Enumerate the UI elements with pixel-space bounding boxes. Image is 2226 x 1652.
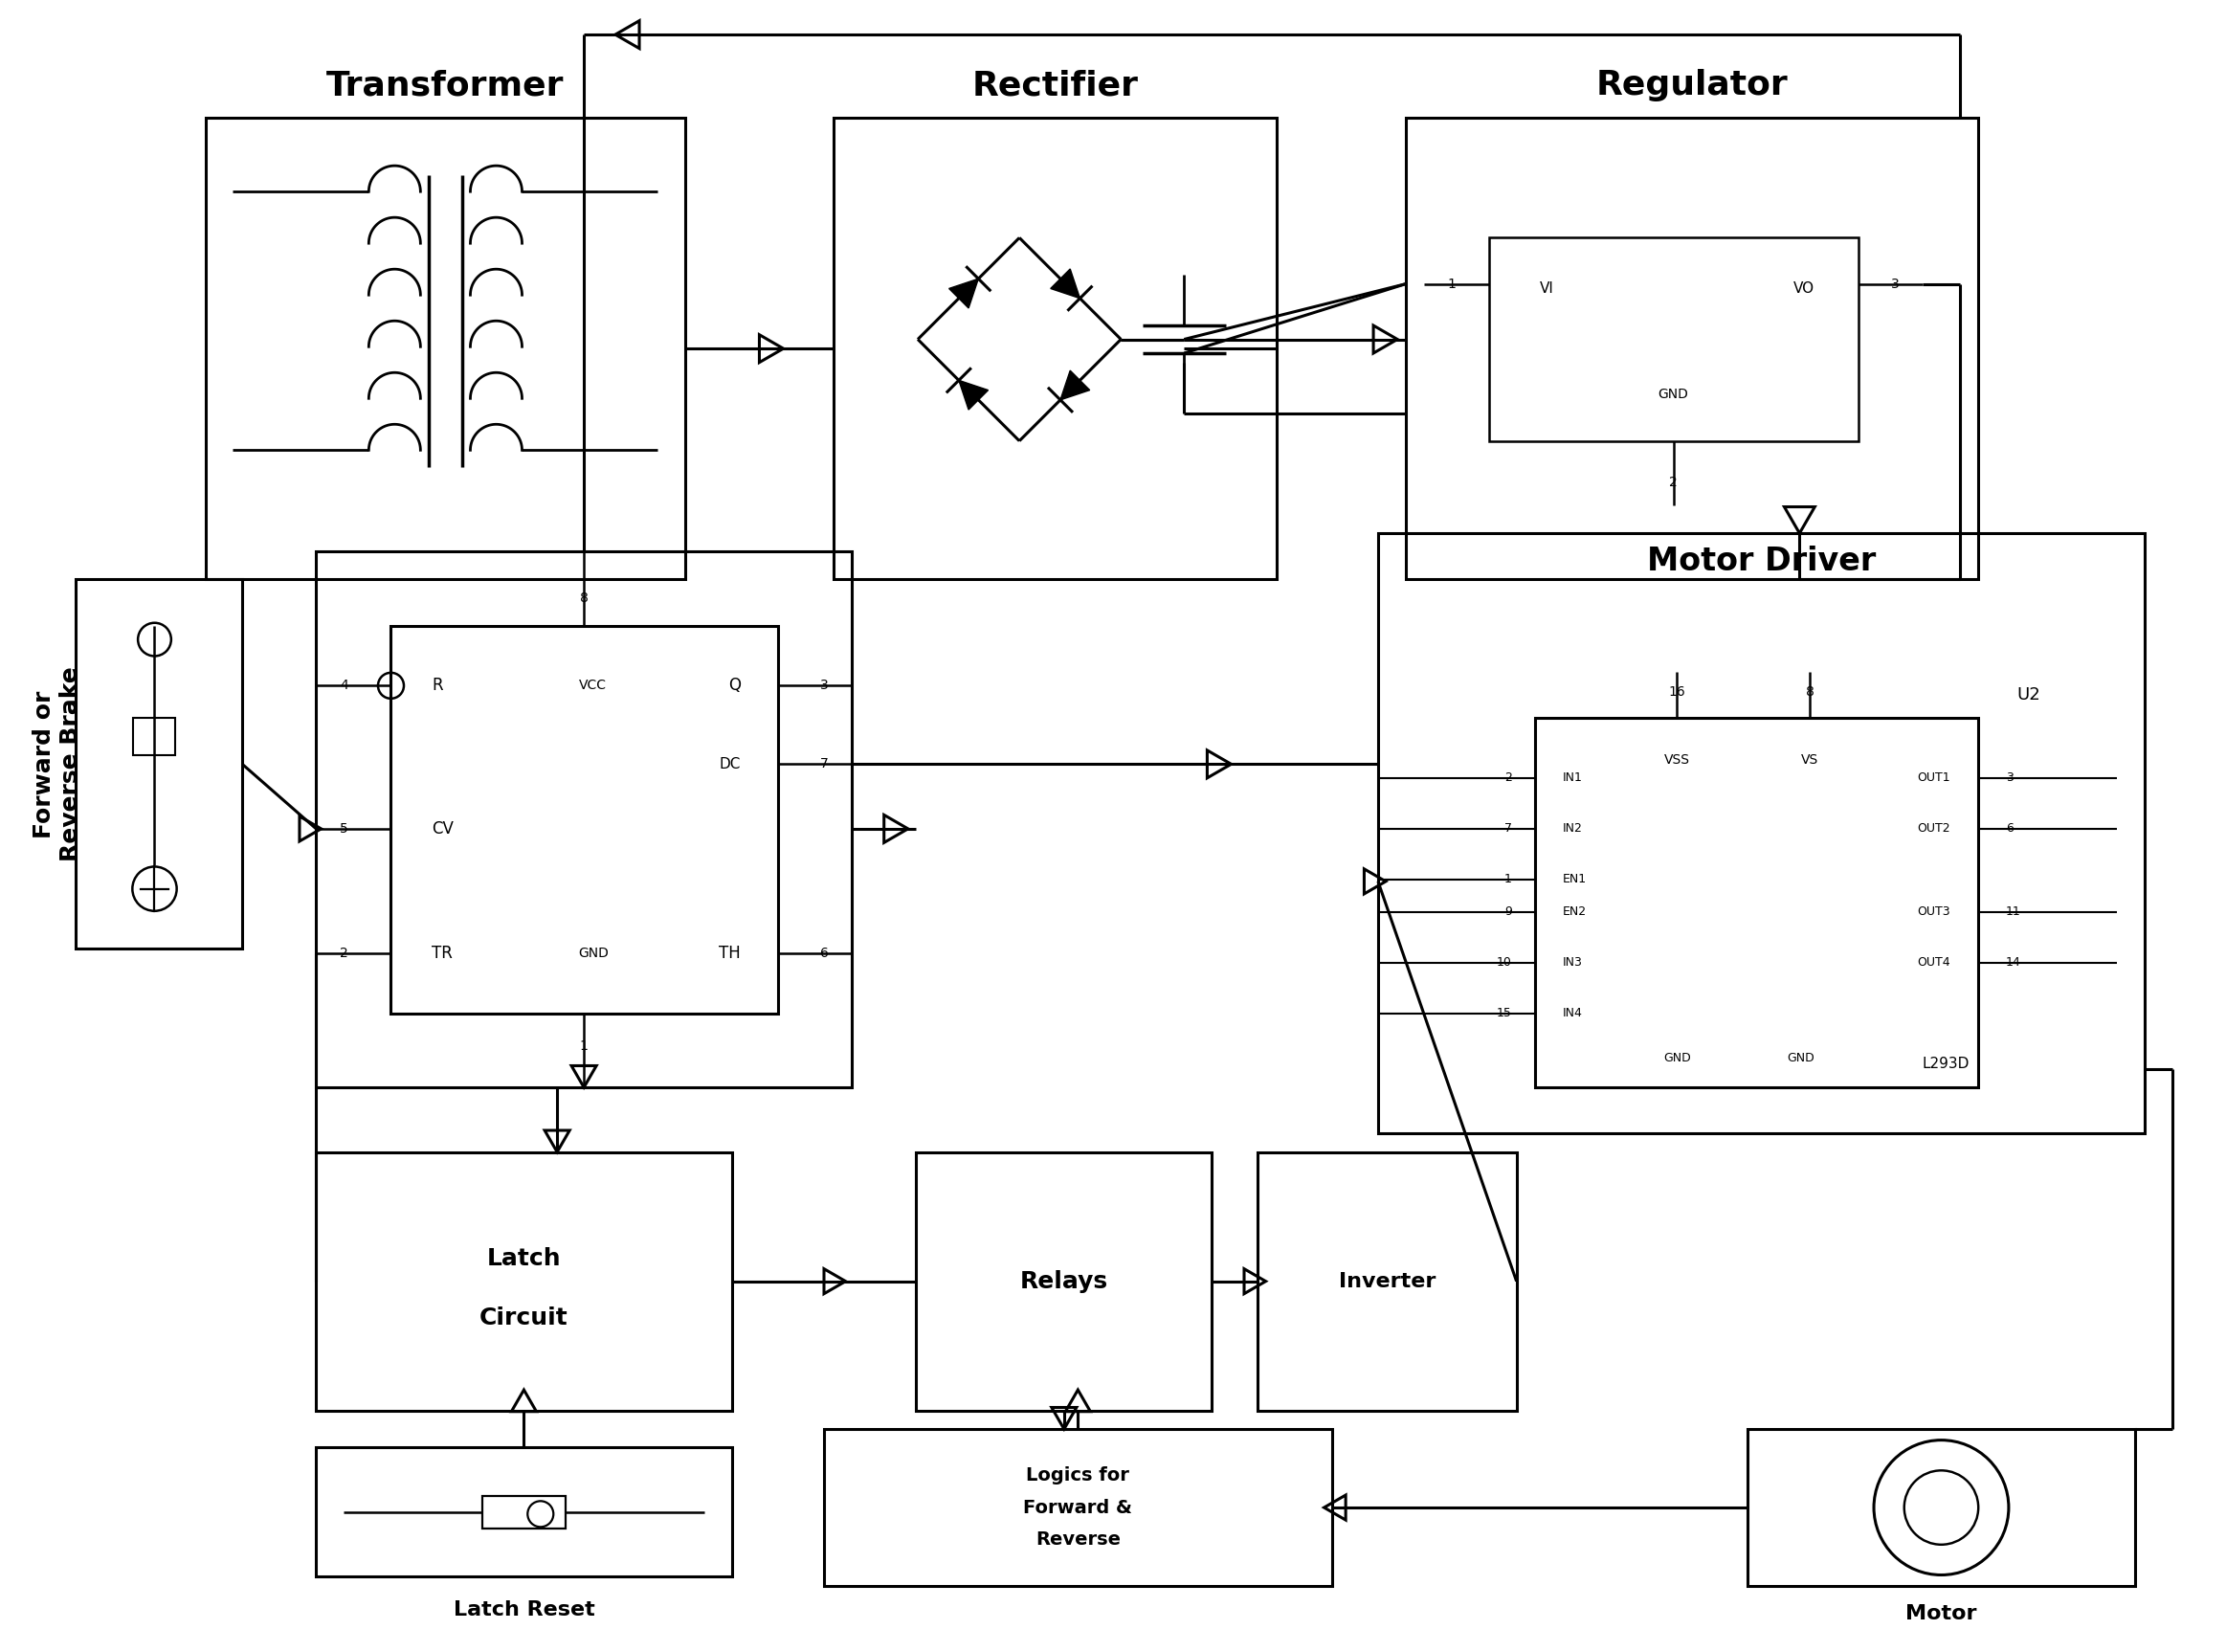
Text: Motor: Motor	[1905, 1604, 1977, 1624]
Text: Latch Reset: Latch Reset	[454, 1599, 594, 1619]
Text: VI: VI	[1540, 281, 1554, 296]
Text: IN3: IN3	[1563, 957, 1583, 968]
Text: OUT3: OUT3	[1917, 905, 1950, 919]
Text: Transformer: Transformer	[327, 69, 565, 102]
Bar	[1378, 534, 2144, 1133]
Text: 10: 10	[1496, 957, 1511, 968]
Text: 14: 14	[2006, 957, 2021, 968]
Text: GND: GND	[579, 947, 608, 960]
Text: 2: 2	[1670, 476, 1678, 489]
Text: Motor Driver: Motor Driver	[1647, 545, 1877, 577]
Bar	[824, 1429, 1331, 1586]
Text: TR: TR	[432, 945, 452, 961]
Text: DC: DC	[719, 757, 741, 771]
Bar	[205, 117, 686, 580]
Bar	[316, 1447, 732, 1576]
Text: 4: 4	[341, 679, 347, 692]
Text: EN2: EN2	[1563, 905, 1587, 919]
Bar	[390, 626, 777, 1013]
Text: 1: 1	[1447, 278, 1456, 291]
Bar	[1489, 238, 1859, 441]
Text: 8: 8	[579, 591, 588, 605]
Text: Q: Q	[728, 677, 741, 694]
Bar	[1258, 1151, 1516, 1411]
Text: L293D: L293D	[1921, 1057, 1970, 1072]
Text: VS: VS	[1801, 753, 1819, 767]
Text: EN1: EN1	[1563, 874, 1587, 885]
Text: OUT4: OUT4	[1917, 957, 1950, 968]
Text: Logics for: Logics for	[1026, 1465, 1129, 1483]
Bar	[483, 1497, 565, 1528]
Text: Circuit: Circuit	[479, 1307, 568, 1330]
Text: TH: TH	[719, 945, 741, 961]
Text: Latch: Latch	[487, 1247, 561, 1270]
Text: VO: VO	[1794, 281, 1814, 296]
Text: 7: 7	[819, 757, 828, 771]
Text: 6: 6	[819, 947, 828, 960]
Text: IN2: IN2	[1563, 823, 1583, 834]
Text: Forward &: Forward &	[1024, 1498, 1133, 1517]
Text: GND: GND	[1787, 1052, 1814, 1064]
Bar	[316, 552, 853, 1087]
Polygon shape	[1051, 269, 1080, 299]
Text: 6: 6	[2006, 823, 2015, 834]
Text: 5: 5	[341, 823, 347, 836]
Polygon shape	[959, 380, 988, 410]
Text: Rectifier: Rectifier	[971, 69, 1137, 102]
Text: U2: U2	[2017, 686, 2041, 704]
Bar	[1536, 719, 1979, 1087]
Text: 1: 1	[579, 1039, 588, 1052]
Bar	[1405, 117, 1979, 580]
Text: Reverse: Reverse	[1035, 1531, 1120, 1550]
Text: 7: 7	[1505, 823, 1511, 834]
Text: Forward or
Reverse Brake: Forward or Reverse Brake	[33, 667, 82, 862]
Bar	[917, 1151, 1211, 1411]
Polygon shape	[1060, 370, 1091, 400]
Text: OUT2: OUT2	[1917, 823, 1950, 834]
Text: Regulator: Regulator	[1596, 69, 1787, 102]
Text: CV: CV	[432, 819, 454, 838]
Text: 9: 9	[1505, 905, 1511, 919]
Text: 3: 3	[2006, 771, 2015, 785]
Polygon shape	[948, 279, 979, 309]
Text: 3: 3	[819, 679, 828, 692]
Text: 1: 1	[1505, 874, 1511, 885]
Bar	[1747, 1429, 2135, 1586]
Text: GND: GND	[1663, 1052, 1690, 1064]
Text: Inverter: Inverter	[1338, 1272, 1436, 1290]
Text: VSS: VSS	[1663, 753, 1690, 767]
Text: R: R	[432, 677, 443, 694]
Text: 2: 2	[341, 947, 347, 960]
Bar	[316, 1151, 732, 1411]
Text: OUT1: OUT1	[1917, 771, 1950, 785]
Bar	[833, 117, 1275, 580]
Text: 16: 16	[1667, 686, 1685, 699]
Text: 3: 3	[1890, 278, 1899, 291]
Text: IN1: IN1	[1563, 771, 1583, 785]
Text: 2: 2	[1505, 771, 1511, 785]
Text: 15: 15	[1496, 1008, 1511, 1019]
Text: GND: GND	[1658, 388, 1690, 401]
Bar	[76, 580, 243, 948]
Text: Relays: Relays	[1020, 1270, 1109, 1294]
Text: IN4: IN4	[1563, 1008, 1583, 1019]
Text: VCC: VCC	[579, 679, 608, 692]
Text: 8: 8	[1805, 686, 1814, 699]
Bar	[134, 719, 176, 755]
Text: 11: 11	[2006, 905, 2021, 919]
